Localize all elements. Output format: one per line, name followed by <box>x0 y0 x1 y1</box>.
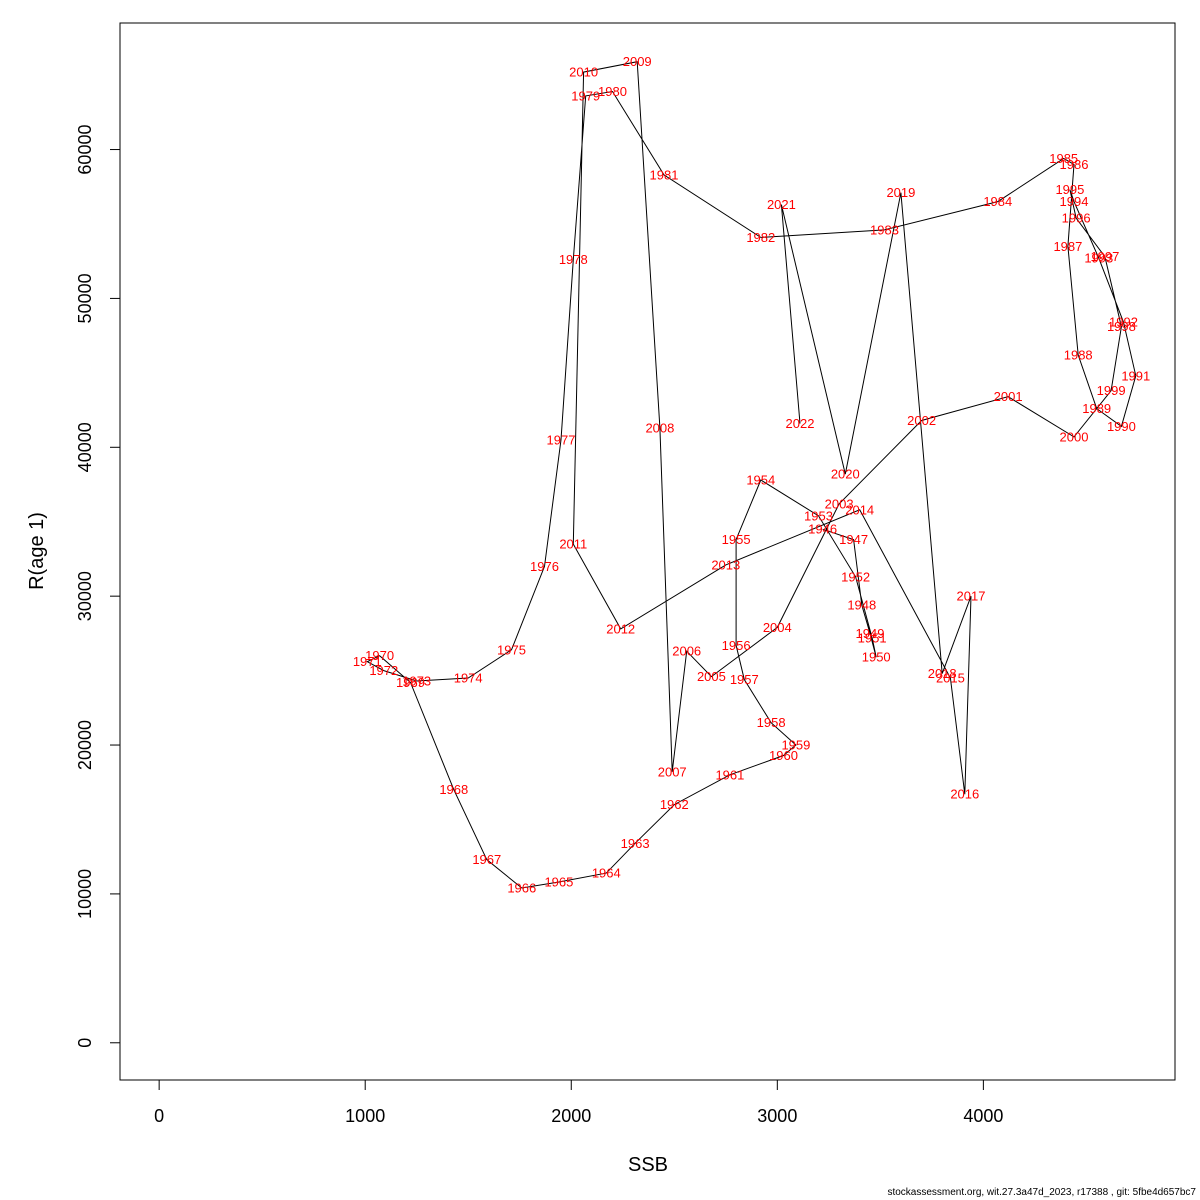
y-tick-label: 10000 <box>75 869 95 919</box>
point-label-1946: 1946 <box>808 522 837 537</box>
point-label-2001: 2001 <box>994 389 1023 404</box>
point-label-2012: 2012 <box>606 621 635 636</box>
point-label-2002: 2002 <box>907 413 936 428</box>
x-axis: 0 1000 2000 3000 4000 <box>154 1079 1003 1126</box>
x-tick-label: 4000 <box>963 1106 1003 1126</box>
point-label-1968: 1968 <box>439 782 468 797</box>
point-label-1981: 1981 <box>650 167 679 182</box>
point-label-1948: 1948 <box>847 598 876 613</box>
point-label-1976: 1976 <box>530 559 559 574</box>
point-label-1996: 1996 <box>1062 211 1091 226</box>
point-label-2007: 2007 <box>658 764 687 779</box>
point-label-2020: 2020 <box>831 467 860 482</box>
point-label-2022: 2022 <box>786 416 815 431</box>
y-tick-label: 30000 <box>75 571 95 621</box>
x-tick-label: 0 <box>154 1106 164 1126</box>
point-label-1990: 1990 <box>1107 419 1136 434</box>
y-tick-label: 0 <box>75 1038 95 1048</box>
y-tick-label: 50000 <box>75 273 95 323</box>
point-label-1974: 1974 <box>454 671 483 686</box>
point-label-2021: 2021 <box>767 197 796 212</box>
point-label-1986: 1986 <box>1060 157 1089 172</box>
point-label-1989: 1989 <box>1082 401 1111 416</box>
point-label-2019: 2019 <box>886 185 915 200</box>
point-label-1964: 1964 <box>592 866 621 881</box>
point-label-1999: 1999 <box>1097 383 1126 398</box>
y-tick-label: 40000 <box>75 422 95 472</box>
point-label-1994: 1994 <box>1060 194 1089 209</box>
point-label-1977: 1977 <box>547 432 576 447</box>
point-label-2018: 2018 <box>928 666 957 681</box>
plot-frame <box>119 22 1176 1081</box>
point-label-1963: 1963 <box>621 836 650 851</box>
point-label-2011: 2011 <box>559 537 587 552</box>
point-label-1971: 1971 <box>353 654 382 669</box>
point-label-2008: 2008 <box>645 420 674 435</box>
point-label-1957: 1957 <box>730 672 759 687</box>
point-label-2006: 2006 <box>672 644 701 659</box>
point-label-1956: 1956 <box>722 638 751 653</box>
point-label-1950: 1950 <box>862 650 891 665</box>
point-label-1952: 1952 <box>841 569 870 584</box>
point-label-1951: 1951 <box>858 630 887 645</box>
point-label-1995: 1995 <box>1055 182 1084 197</box>
point-label-1965: 1965 <box>544 875 573 890</box>
point-label-1979: 1979 <box>571 88 600 103</box>
point-label-1991: 1991 <box>1121 368 1150 383</box>
y-axis: 0 10000 20000 30000 40000 50000 60000 <box>75 125 121 1048</box>
point-label-1970: 1970 <box>365 648 394 663</box>
point-label-1988: 1988 <box>1064 348 1093 363</box>
point-label-1969: 1969 <box>396 675 425 690</box>
point-label-2016: 2016 <box>950 787 979 802</box>
point-label-1947: 1947 <box>839 532 868 547</box>
point-label-2003: 2003 <box>825 496 854 511</box>
point-label-1955: 1955 <box>722 532 751 547</box>
point-label-1997: 1997 <box>1090 249 1119 264</box>
point-label-1966: 1966 <box>507 881 536 896</box>
y-tick-label: 60000 <box>75 125 95 175</box>
point-label-2014: 2014 <box>845 502 874 517</box>
point-label-1985: 1985 <box>1049 151 1078 166</box>
point-label-2009: 2009 <box>623 54 652 69</box>
x-axis-title: SSB <box>628 1154 668 1176</box>
point-label-2000: 2000 <box>1060 429 1089 444</box>
point-label-1984: 1984 <box>983 194 1012 209</box>
point-label-1960: 1960 <box>769 748 798 763</box>
point-label-1959: 1959 <box>781 738 810 753</box>
point-label-2015: 2015 <box>936 671 965 686</box>
y-tick-label: 20000 <box>75 720 95 770</box>
point-label-1987: 1987 <box>1053 239 1082 254</box>
point-label-1972: 1972 <box>369 663 398 678</box>
point-label-1975: 1975 <box>497 642 526 657</box>
point-label-2010: 2010 <box>569 65 598 80</box>
point-label-1949: 1949 <box>856 626 885 641</box>
point-label-1983: 1983 <box>870 222 899 237</box>
point-label-2005: 2005 <box>697 669 726 684</box>
point-label-1967: 1967 <box>472 852 501 867</box>
footer-credit: stockassessment.org, wit.27.3a47d_2023, … <box>887 1187 1196 1198</box>
point-label-1992: 1992 <box>1109 315 1138 330</box>
series-line <box>366 61 1137 889</box>
point-label-1954: 1954 <box>746 473 775 488</box>
x-tick-label: 2000 <box>551 1106 591 1126</box>
point-label-1973: 1973 <box>402 674 431 689</box>
y-axis-title: R(age 1) <box>26 512 48 590</box>
point-label-1978: 1978 <box>559 252 588 267</box>
x-tick-label: 1000 <box>345 1106 385 1126</box>
point-label-1962: 1962 <box>660 797 689 812</box>
point-label-1998: 1998 <box>1107 319 1136 334</box>
point-label-2013: 2013 <box>711 557 740 572</box>
point-label-1958: 1958 <box>757 715 786 730</box>
point-label-1982: 1982 <box>746 230 775 245</box>
point-label-1953: 1953 <box>804 508 833 523</box>
point-label-2004: 2004 <box>763 620 792 635</box>
point-label-1993: 1993 <box>1084 251 1113 266</box>
x-tick-label: 3000 <box>757 1106 797 1126</box>
point-label-2017: 2017 <box>957 589 986 604</box>
point-label-1961: 1961 <box>715 767 744 782</box>
point-label-1980: 1980 <box>598 84 627 99</box>
